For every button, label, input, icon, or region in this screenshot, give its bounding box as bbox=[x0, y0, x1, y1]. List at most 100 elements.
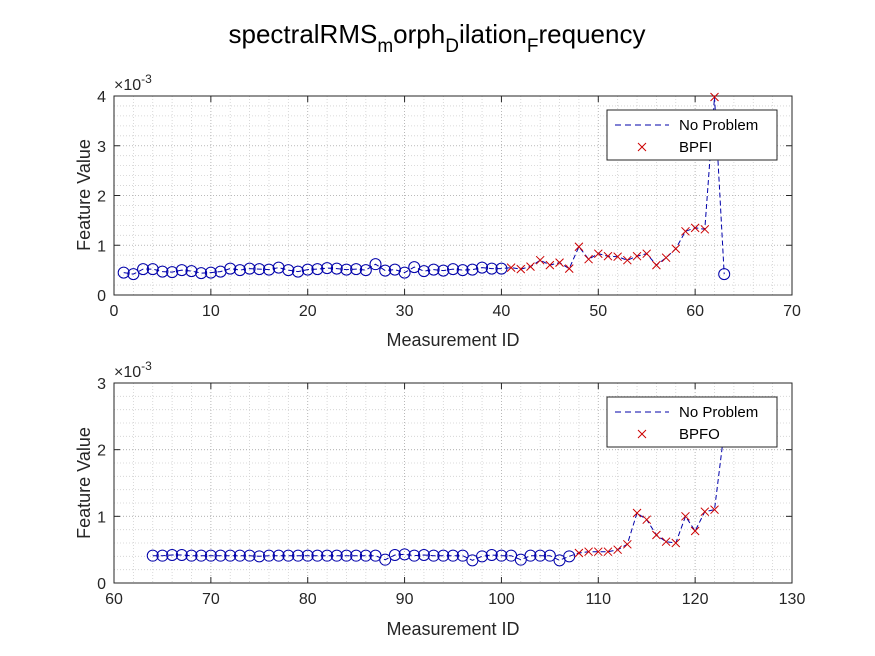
y-tick-label: 1 bbox=[97, 238, 106, 255]
circle-point bbox=[166, 549, 179, 561]
circle-point bbox=[447, 263, 459, 276]
series-line bbox=[123, 96, 725, 275]
cross-point bbox=[613, 252, 623, 262]
circle-point bbox=[456, 264, 469, 277]
legend-cross-sample bbox=[637, 142, 647, 152]
circle-point bbox=[543, 549, 556, 562]
cross-point bbox=[661, 537, 671, 547]
circle-point bbox=[166, 266, 179, 279]
x-tick-label: 0 bbox=[110, 303, 119, 320]
circle-point bbox=[534, 549, 547, 562]
circle-point bbox=[369, 258, 382, 271]
circle-point bbox=[408, 549, 421, 562]
legend-box bbox=[606, 109, 778, 161]
circle-point bbox=[272, 261, 285, 274]
circle-point bbox=[311, 549, 324, 562]
y-tick-label: 0 bbox=[97, 288, 106, 305]
circle-point bbox=[301, 263, 314, 276]
x-tick-label: 70 bbox=[202, 591, 220, 608]
circle-point bbox=[146, 549, 159, 562]
legend-box bbox=[606, 396, 778, 448]
circle-point bbox=[175, 549, 188, 561]
circle-point bbox=[214, 549, 227, 562]
circle-point bbox=[350, 549, 363, 562]
circle-point bbox=[437, 549, 450, 562]
y-tick-label: 4 bbox=[97, 89, 106, 106]
cross-point bbox=[700, 224, 710, 234]
circle-point bbox=[243, 262, 256, 275]
circle-point bbox=[485, 262, 498, 275]
cross-point bbox=[622, 539, 632, 549]
cross-point bbox=[681, 226, 690, 236]
x-tick-label: 90 bbox=[396, 591, 414, 608]
cross-point bbox=[690, 223, 700, 233]
x-tick-label: 60 bbox=[686, 303, 704, 320]
lower-panel: 60 70 80 90 100 110 120 130 0 1 2 3 ×10-3 Measurement… bbox=[74, 359, 805, 639]
cross-point bbox=[671, 244, 681, 254]
cross-point bbox=[526, 262, 535, 271]
circle-point bbox=[282, 264, 295, 277]
cross-point bbox=[506, 263, 516, 272]
cross-point bbox=[613, 545, 623, 555]
cross-point bbox=[661, 253, 671, 263]
circle-point bbox=[388, 549, 401, 561]
circle-point bbox=[379, 553, 392, 566]
x-tick-label: 100 bbox=[488, 591, 515, 608]
series-1-markers bbox=[506, 92, 719, 274]
cross-point bbox=[681, 511, 690, 521]
circle-point bbox=[524, 549, 537, 562]
circle-point bbox=[117, 266, 130, 279]
cross-point bbox=[574, 548, 584, 558]
x-tick-label: 40 bbox=[493, 303, 511, 320]
cross-point bbox=[564, 264, 574, 273]
y-exponent-label: ×10-3 bbox=[114, 359, 152, 381]
axes-box bbox=[113, 382, 793, 584]
cross-point bbox=[603, 547, 613, 557]
circle-point bbox=[292, 549, 305, 562]
cross-point bbox=[516, 264, 526, 274]
series-line bbox=[152, 430, 725, 561]
legend-label: BPFI bbox=[679, 139, 712, 156]
circle-point bbox=[137, 263, 150, 276]
circle-point bbox=[195, 549, 208, 562]
circle-point bbox=[262, 549, 275, 562]
circle-point bbox=[563, 550, 576, 563]
circle-point bbox=[272, 549, 285, 562]
circle-point bbox=[185, 265, 198, 278]
circle-point bbox=[359, 549, 372, 562]
circle-point bbox=[398, 548, 411, 561]
circle-point bbox=[417, 265, 430, 278]
circle-point bbox=[233, 549, 246, 562]
legend-label: No Problem bbox=[679, 117, 758, 134]
circle-point bbox=[224, 262, 237, 275]
circle-point bbox=[301, 549, 314, 562]
y-tick-label: 1 bbox=[97, 509, 106, 526]
circle-point bbox=[292, 265, 305, 278]
circle-point bbox=[233, 264, 246, 277]
y-tick-label: 2 bbox=[97, 189, 106, 206]
circle-point bbox=[321, 262, 334, 275]
circle-point bbox=[398, 266, 411, 279]
cross-point bbox=[632, 508, 642, 518]
cross-point bbox=[535, 255, 545, 265]
circle-point bbox=[156, 265, 169, 278]
x-tick-label: 60 bbox=[105, 591, 123, 608]
cross-point bbox=[652, 260, 661, 270]
circle-point bbox=[127, 268, 140, 281]
x-tick-label: 110 bbox=[586, 591, 612, 608]
legend: No Problem BPFO bbox=[606, 396, 778, 448]
cross-point bbox=[555, 258, 564, 268]
cross-point bbox=[710, 505, 719, 515]
circle-point bbox=[495, 262, 508, 275]
y-exponent-label: ×10-3 bbox=[114, 72, 152, 94]
legend-cross-sample bbox=[637, 429, 647, 439]
circle-point bbox=[456, 549, 469, 562]
cross-point bbox=[690, 526, 700, 536]
circle-point bbox=[204, 549, 217, 562]
y-axis-label: Feature Value bbox=[74, 427, 94, 539]
circle-point bbox=[330, 549, 343, 562]
circle-point bbox=[359, 264, 372, 277]
x-axis-label: Measurement ID bbox=[386, 619, 519, 639]
cross-point bbox=[642, 249, 652, 259]
